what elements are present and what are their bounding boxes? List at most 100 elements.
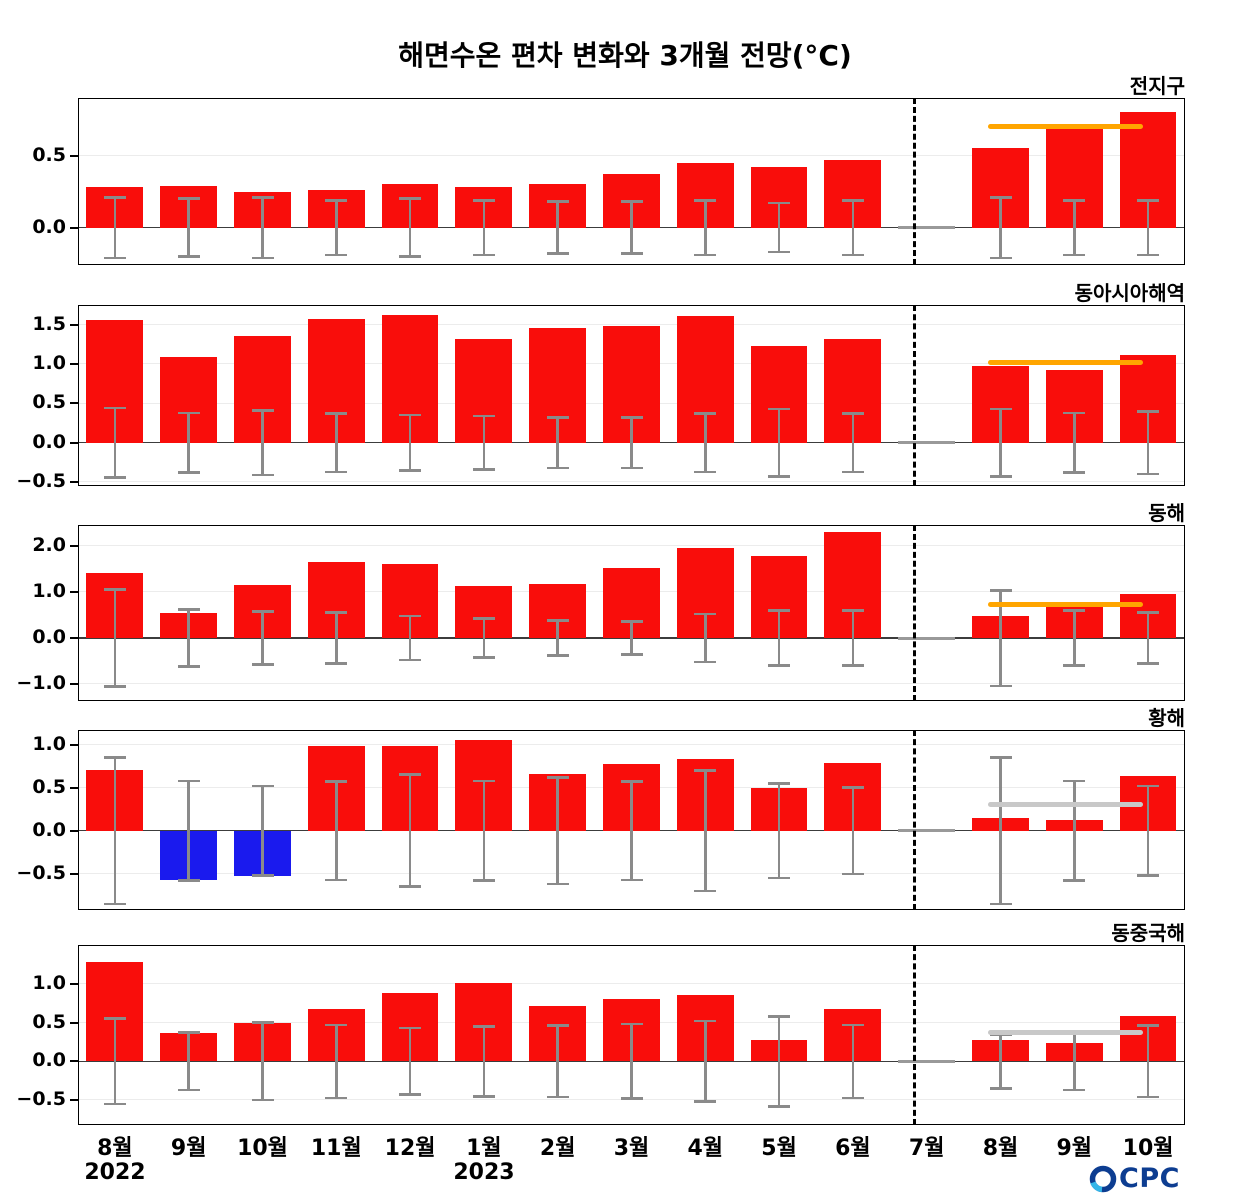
error-bar	[630, 781, 633, 880]
error-bar-cap	[989, 256, 1012, 260]
error-bar	[704, 614, 707, 662]
error-bar-cap	[1063, 779, 1086, 783]
gridline	[78, 323, 1185, 325]
error-bar-cap	[546, 200, 569, 203]
error-bar	[408, 1028, 412, 1095]
error-bar-cap	[546, 416, 569, 419]
error-bar	[630, 1024, 633, 1099]
error-bar	[261, 785, 264, 876]
error-bar-cap	[472, 617, 495, 621]
error-bar-cap	[399, 413, 422, 417]
y-tick-label: 1.0	[32, 580, 66, 603]
error-bar	[851, 200, 855, 255]
y-tick-mark	[70, 154, 78, 157]
error-bar	[408, 415, 412, 471]
error-bar-cap	[1063, 1088, 1086, 1092]
error-bar	[1146, 1025, 1150, 1098]
error-bar-cap	[472, 468, 495, 471]
error-bar-cap	[399, 1026, 422, 1030]
panel-title-3: 황해	[1148, 706, 1185, 730]
error-bar-cap	[989, 1087, 1012, 1090]
y-tick-mark	[70, 323, 78, 326]
error-bar	[187, 412, 190, 473]
error-bar-cap	[989, 756, 1012, 759]
x-label-12: 8월	[982, 1136, 1019, 1161]
error-bar	[187, 609, 190, 667]
error-bar-cap	[841, 470, 864, 474]
error-bar-cap	[546, 1095, 569, 1099]
error-bar-cap	[177, 411, 200, 415]
error-bar	[261, 1022, 264, 1101]
x-label-14: 10월	[1122, 1136, 1174, 1161]
x-label-1: 9월	[170, 1136, 207, 1161]
zero-value-marker	[898, 636, 956, 640]
error-bar-cap	[251, 1098, 274, 1102]
error-bar-cap	[620, 780, 643, 783]
error-bar-cap	[620, 1097, 643, 1100]
error-bar	[704, 1021, 707, 1102]
error-bar	[408, 615, 412, 661]
error-bar-cap	[989, 588, 1012, 592]
error-bar-cap	[177, 1088, 200, 1092]
gridline	[78, 545, 1185, 547]
ocpc-logo-text: CPC	[1119, 1163, 1180, 1194]
error-bar-cap	[177, 1031, 200, 1034]
x-label-9: 5월	[761, 1136, 797, 1161]
error-bar	[1073, 610, 1076, 666]
error-bar-cap	[620, 620, 643, 623]
error-bar-cap	[768, 664, 791, 667]
error-bar-cap	[103, 756, 126, 759]
error-bar-cap	[694, 660, 717, 664]
error-bar-cap	[1137, 1095, 1160, 1099]
error-bar-cap	[1137, 253, 1160, 257]
error-bar	[777, 203, 781, 253]
error-bar-cap	[841, 253, 864, 257]
error-bar	[113, 1018, 117, 1105]
error-bar	[1146, 785, 1150, 876]
error-bar-cap	[841, 198, 864, 202]
error-bar-cap	[103, 256, 126, 260]
error-bar	[335, 413, 338, 472]
x-label-6: 2월	[539, 1136, 576, 1161]
error-bar	[1073, 780, 1076, 881]
error-bar	[113, 197, 117, 258]
y-tick-label: 1.0	[32, 352, 66, 375]
error-bar-cap	[399, 773, 422, 777]
error-bar-cap	[841, 872, 864, 876]
year-label-2022: 2022	[84, 1160, 146, 1185]
error-bar-cap	[177, 779, 200, 783]
error-bar-cap	[103, 684, 126, 688]
error-bar-cap	[694, 253, 717, 257]
error-bar	[777, 610, 781, 666]
error-bar	[335, 1024, 338, 1098]
error-bar-cap	[546, 882, 569, 886]
error-bar-cap	[1137, 874, 1160, 877]
y-tick-mark	[70, 1021, 78, 1024]
panel-title-0: 전지구	[1129, 74, 1185, 98]
y-tick-label: 0.5	[32, 143, 66, 166]
forecast-divider	[913, 945, 917, 1125]
error-bar-cap	[989, 196, 1012, 199]
error-bar-cap	[841, 786, 864, 789]
error-bar-cap	[768, 1105, 791, 1108]
error-bar-cap	[251, 409, 274, 412]
error-bar-cap	[768, 609, 791, 612]
error-bar-cap	[103, 406, 126, 410]
error-bar-cap	[251, 1021, 274, 1024]
error-bar	[777, 1016, 781, 1107]
x-label-2: 10월	[237, 1136, 288, 1161]
error-bar	[482, 1026, 486, 1097]
error-bar-cap	[325, 198, 348, 202]
error-bar	[113, 408, 117, 478]
error-bar-cap	[325, 1096, 348, 1100]
y-tick-label: 0.0	[32, 430, 66, 453]
error-bar-cap	[472, 253, 495, 257]
error-bar-cap	[989, 684, 1012, 688]
error-bar	[1146, 612, 1150, 664]
error-bar-cap	[768, 782, 791, 785]
error-bar	[1073, 1032, 1076, 1091]
error-bar-cap	[546, 466, 569, 470]
zero-value-marker	[898, 1059, 956, 1063]
forecast-divider	[913, 730, 917, 910]
